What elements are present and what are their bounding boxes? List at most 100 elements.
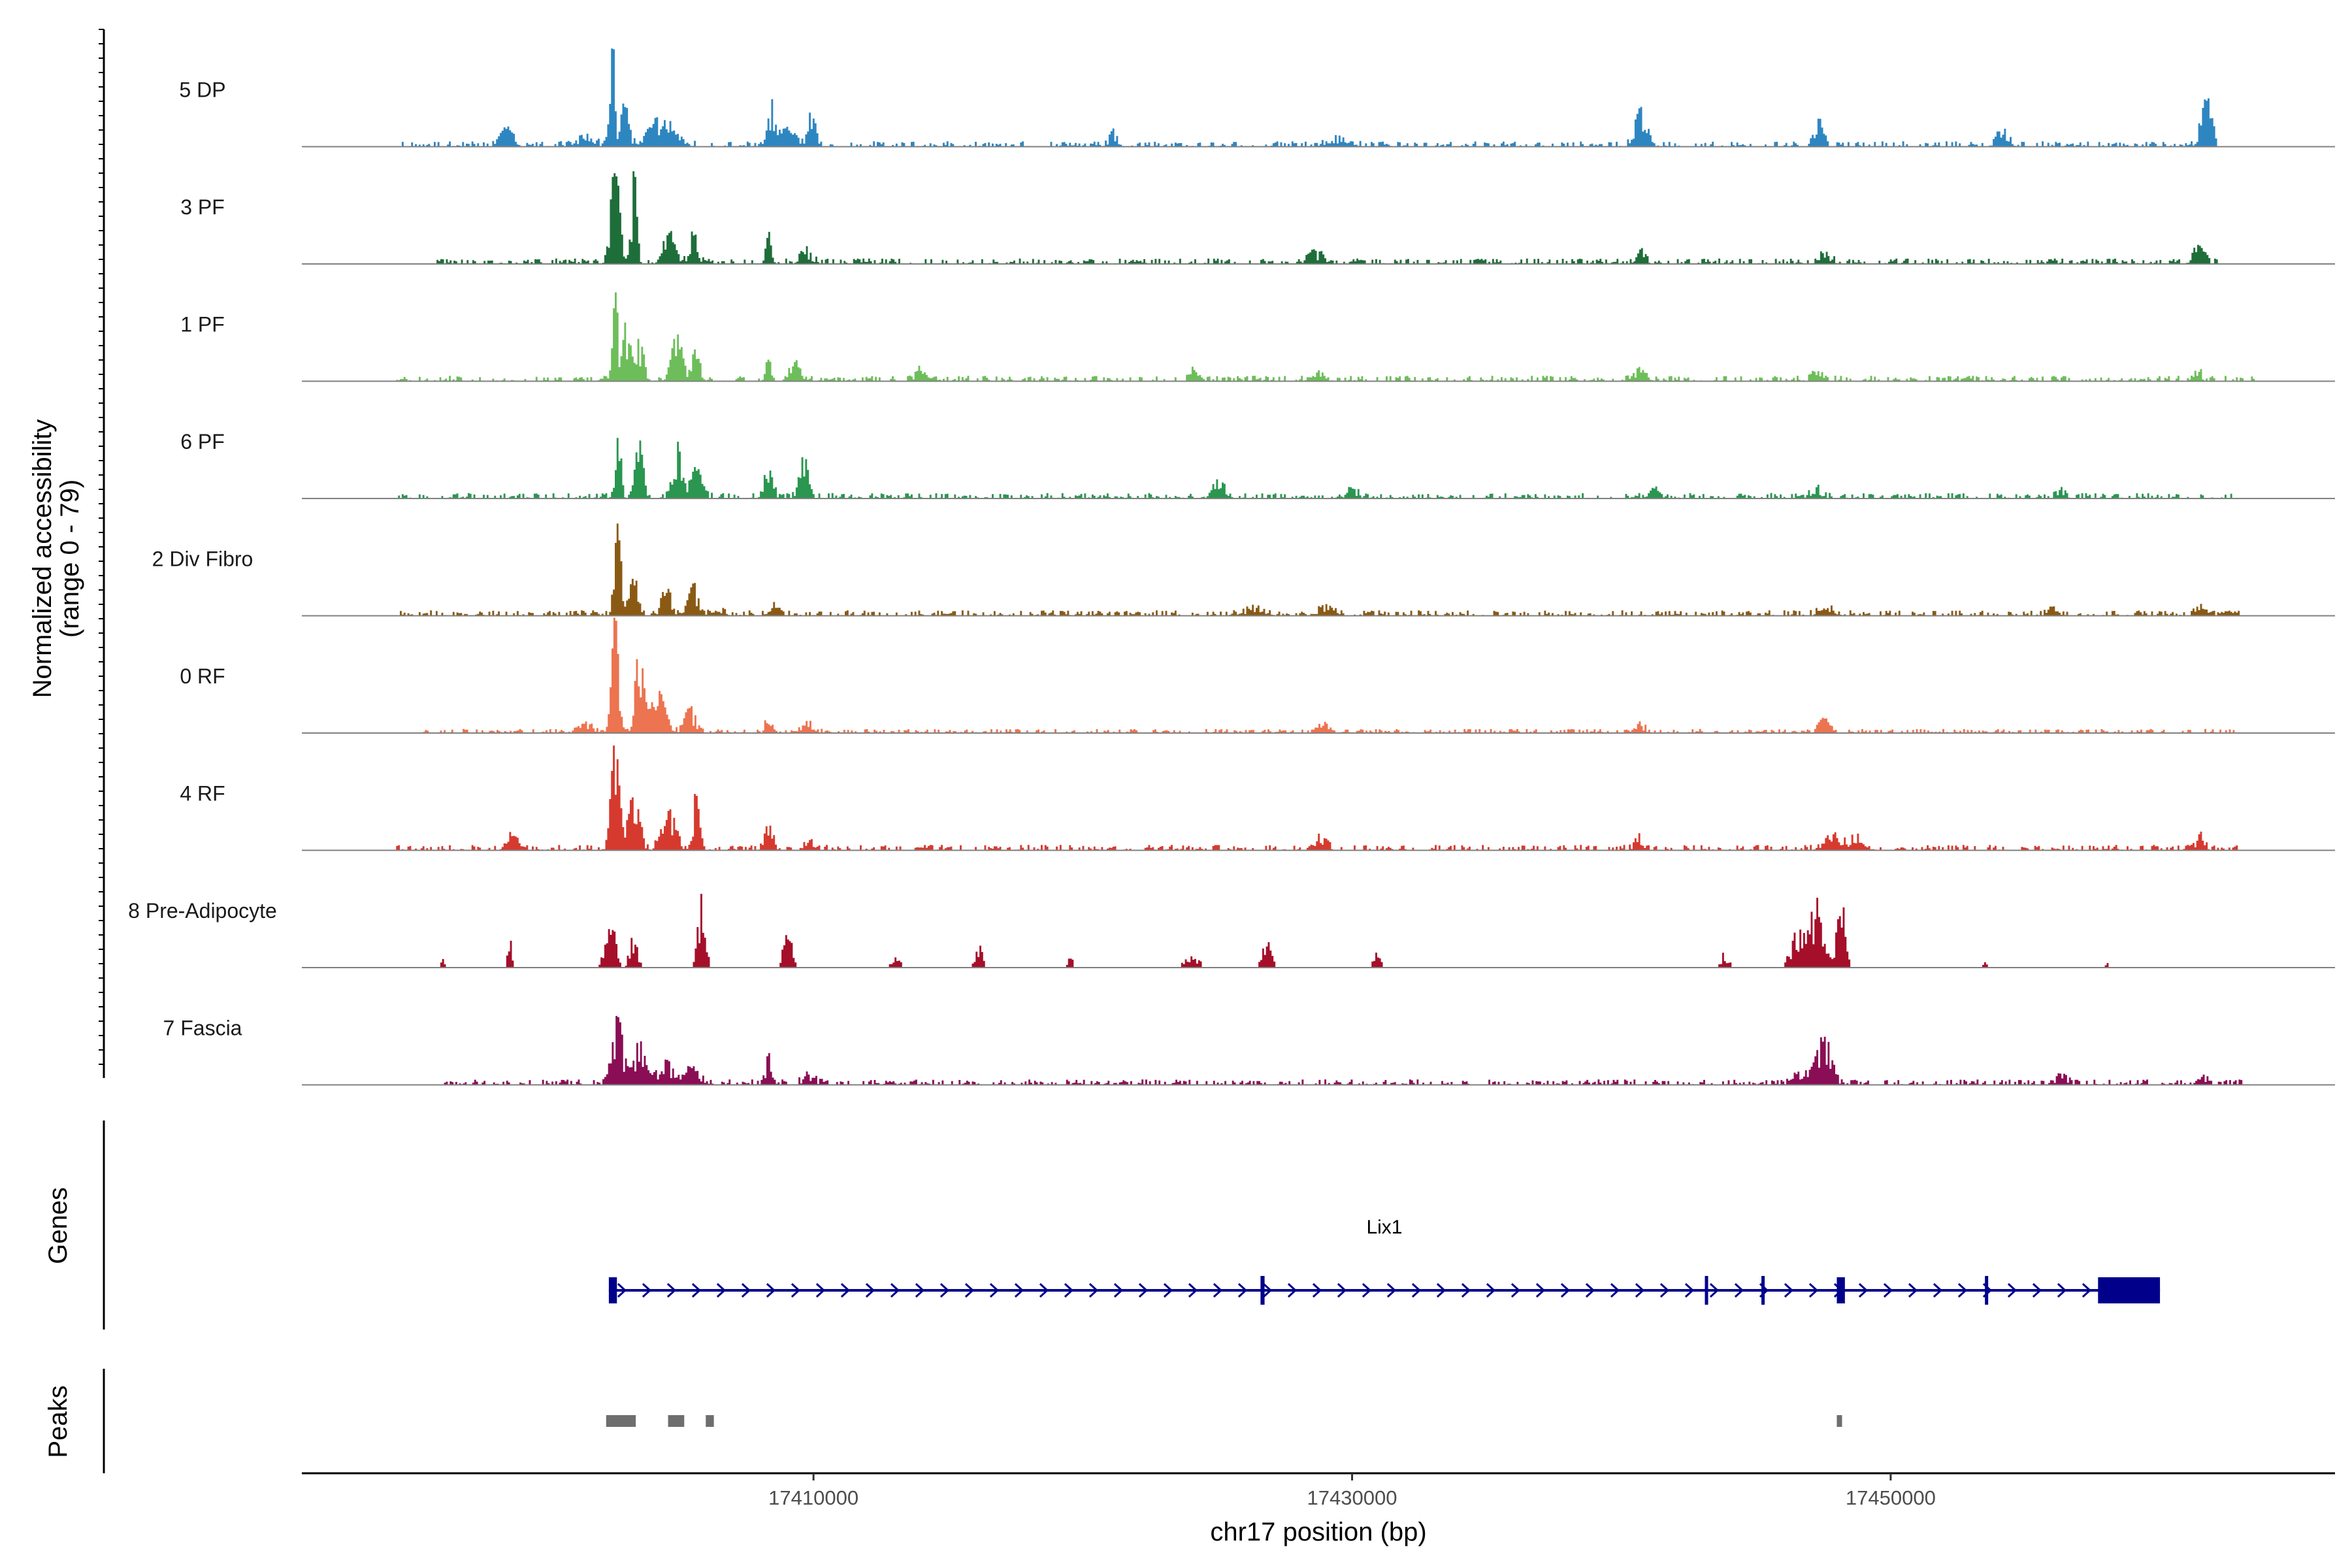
gene-exon [1837, 1277, 1845, 1303]
coverage-area [400, 523, 2240, 616]
track-label: 0 RF [180, 664, 225, 688]
coverage-area [444, 1016, 2243, 1085]
strand-chevron [716, 1282, 727, 1298]
strand-chevron [1684, 1282, 1695, 1298]
strand-chevron [1908, 1282, 1918, 1298]
strand-chevron [1933, 1282, 1943, 1298]
strand-chevron [1287, 1282, 1298, 1298]
strand-chevron [1436, 1282, 1446, 1298]
strand-chevron [1560, 1282, 1571, 1298]
strand-chevron [2057, 1282, 2067, 1298]
coverage-area [436, 171, 2218, 264]
peak-regions [606, 1415, 1842, 1427]
strand-chevron [1113, 1282, 1124, 1298]
strand-chevron [2082, 1282, 2092, 1298]
strand-chevron [1262, 1282, 1273, 1298]
gene-exon [1985, 1276, 1989, 1305]
coverage-tracks: 5 DP 3 PF 1 PF 6 PF 2 Div Fibro 0 RF 4 RF 8 Pre… [128, 48, 2335, 1086]
strand-chevron [1535, 1282, 1546, 1298]
strand-chevron [1883, 1282, 1893, 1298]
coverage-y-axis-ticks [99, 29, 104, 1065]
strand-chevron [865, 1282, 875, 1298]
strand-chevron [1337, 1282, 1347, 1298]
peaks-track-title: Peaks [44, 1385, 73, 1458]
track-label: 1 PF [180, 313, 225, 336]
x-axis-title: chr17 position (bp) [1210, 1518, 1426, 1546]
strand-chevron [1064, 1282, 1074, 1298]
track-label: 6 PF [180, 430, 225, 453]
y-axis-title-line1: Normalized accessibility [28, 419, 57, 698]
track-label: 2 Div Fibro [152, 547, 253, 571]
strand-chevron [1486, 1282, 1496, 1298]
strand-chevron [617, 1282, 627, 1298]
y-axis-title-line2: (range 0 - 79) [56, 480, 84, 638]
strand-chevron [791, 1282, 801, 1298]
strand-chevron [1237, 1282, 1248, 1298]
strand-chevron [1039, 1282, 1049, 1298]
strand-chevron [1957, 1282, 1968, 1298]
strand-chevron [1213, 1282, 1223, 1298]
peak-region [606, 1415, 636, 1427]
strand-chevron [1461, 1282, 1471, 1298]
strand-chevron [1585, 1282, 1595, 1298]
x-tick-label: 17450000 [1846, 1486, 1936, 1509]
gene-exon [608, 1277, 617, 1303]
strand-chevron [642, 1282, 652, 1298]
strand-chevron [989, 1282, 1000, 1298]
strand-chevron [741, 1282, 751, 1298]
strand-chevron [1138, 1282, 1149, 1298]
strand-chevron [964, 1282, 975, 1298]
x-axis-ticks: 17410000 17430000 17450000 [768, 1473, 1936, 1509]
strand-chevron [815, 1282, 826, 1298]
gene-model: Lix1 [608, 1217, 2161, 1305]
strand-chevron [840, 1282, 851, 1298]
coverage-area [401, 48, 2217, 147]
track-label: 7 Fascia [163, 1017, 242, 1040]
peak-region [706, 1415, 714, 1427]
strand-chevron [1362, 1282, 1372, 1298]
strand-chevron [1014, 1282, 1024, 1298]
peak-region [1837, 1415, 1842, 1427]
strand-chevron [1511, 1282, 1521, 1298]
strand-chevron [1808, 1282, 1819, 1298]
track-label: 8 Pre-Adipocyte [128, 899, 277, 923]
gene-exon [1705, 1276, 1708, 1305]
strand-chevron [1163, 1282, 1173, 1298]
strand-chevron [1858, 1282, 1869, 1298]
strand-chevron [691, 1282, 702, 1298]
strand-chevron [1784, 1282, 1794, 1298]
strand-chevron [1312, 1282, 1322, 1298]
track-label: 5 DP [179, 78, 225, 102]
strand-chevron [1088, 1282, 1099, 1298]
gene-name-label: Lix1 [1366, 1217, 1402, 1238]
track-label: 3 PF [180, 195, 225, 219]
peak-region [668, 1415, 685, 1427]
coverage-area [440, 894, 2109, 968]
strand-chevron [915, 1282, 925, 1298]
strand-chevron [1659, 1282, 1670, 1298]
strand-chevron [766, 1282, 776, 1298]
x-tick-label: 17410000 [768, 1486, 858, 1509]
track-label: 4 RF [180, 782, 225, 806]
coverage-area [396, 745, 2238, 851]
coverage-area [423, 617, 2235, 733]
strand-chevron [1635, 1282, 1645, 1298]
x-tick-label: 17430000 [1307, 1486, 1397, 1509]
genes-track-title: Genes [44, 1187, 73, 1264]
strand-chevron [1411, 1282, 1422, 1298]
gene-exon [2098, 1277, 2161, 1303]
strand-chevron [1709, 1282, 1720, 1298]
strand-chevron [1610, 1282, 1620, 1298]
strand-chevron [1386, 1282, 1397, 1298]
strand-chevron [1188, 1282, 1198, 1298]
coverage-area [396, 292, 2255, 382]
coverage-area [398, 438, 2232, 498]
strand-chevron [1734, 1282, 1744, 1298]
strand-chevron [939, 1282, 950, 1298]
strand-chevron [2032, 1282, 2042, 1298]
strand-chevron [890, 1282, 900, 1298]
gene-exon [1761, 1276, 1765, 1305]
gene-exon [1260, 1276, 1265, 1305]
strand-chevron [2007, 1282, 2017, 1298]
